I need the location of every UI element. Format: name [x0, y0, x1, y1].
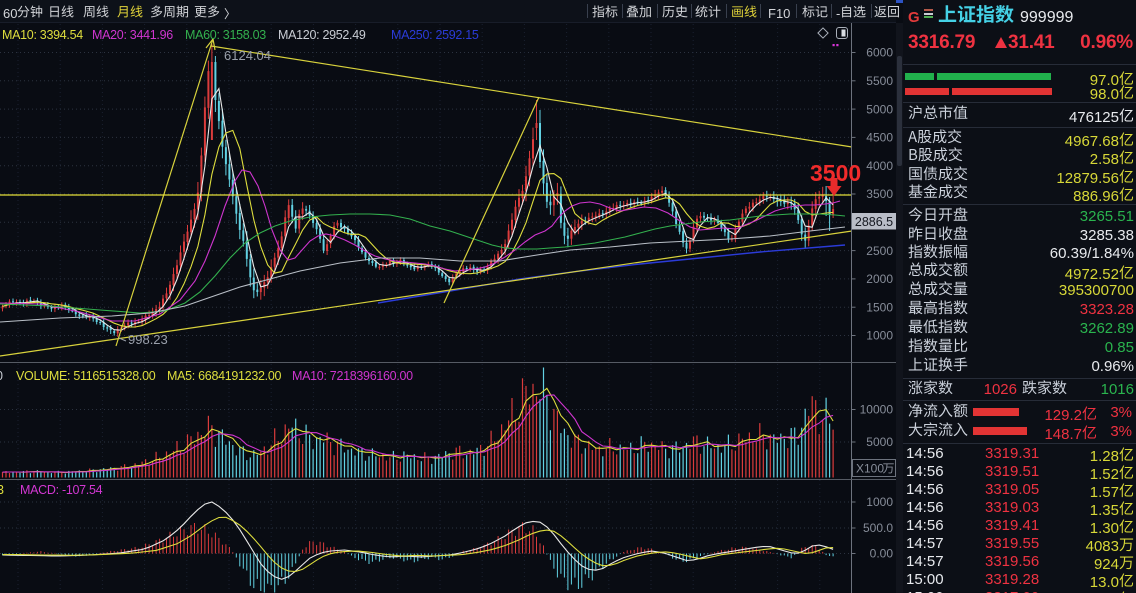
- svg-text:MACD: -107.54: MACD: -107.54: [20, 483, 103, 497]
- svg-text:6000: 6000: [866, 46, 893, 60]
- svg-text:MA10: 7218396160.00: MA10: 7218396160.00: [292, 369, 413, 383]
- svg-text:2886.5: 2886.5: [855, 215, 893, 229]
- svg-text:2000: 2000: [866, 272, 893, 286]
- svg-text:MA20: 3441.96: MA20: 3441.96: [92, 28, 173, 42]
- svg-text:1000: 1000: [866, 329, 893, 343]
- svg-text:5000: 5000: [866, 435, 893, 449]
- svg-text:1500: 1500: [866, 300, 893, 314]
- svg-text:5500: 5500: [866, 74, 893, 88]
- svg-text:MA10: 3394.54: MA10: 3394.54: [2, 28, 83, 42]
- svg-text:X100: X100: [856, 462, 884, 476]
- svg-text:2500: 2500: [866, 244, 893, 258]
- svg-text:3500: 3500: [866, 187, 893, 201]
- svg-text:MA250: 2592.15: MA250: 2592.15: [391, 28, 479, 42]
- svg-text:10000: 10000: [860, 403, 894, 417]
- svg-text:4500: 4500: [866, 131, 893, 145]
- svg-text:1000: 1000: [866, 495, 893, 509]
- svg-text:4000: 4000: [866, 159, 893, 173]
- svg-text:0.00: 0.00: [870, 547, 894, 561]
- svg-text:MA60: 3158.03: MA60: 3158.03: [185, 28, 266, 42]
- svg-text:500.0: 500.0: [863, 521, 893, 535]
- svg-text:MA5: 6684191232.00: MA5: 6684191232.00: [167, 369, 281, 383]
- svg-text:3: 3: [0, 483, 4, 497]
- svg-text:0: 0: [0, 369, 3, 383]
- svg-text:6124.04: 6124.04: [224, 48, 271, 63]
- svg-text:5000: 5000: [866, 102, 893, 116]
- svg-text:998.23: 998.23: [128, 332, 168, 347]
- svg-text:MA120: 2952.49: MA120: 2952.49: [278, 28, 366, 42]
- svg-text:VOLUME: 5116515328.00: VOLUME: 5116515328.00: [16, 369, 156, 383]
